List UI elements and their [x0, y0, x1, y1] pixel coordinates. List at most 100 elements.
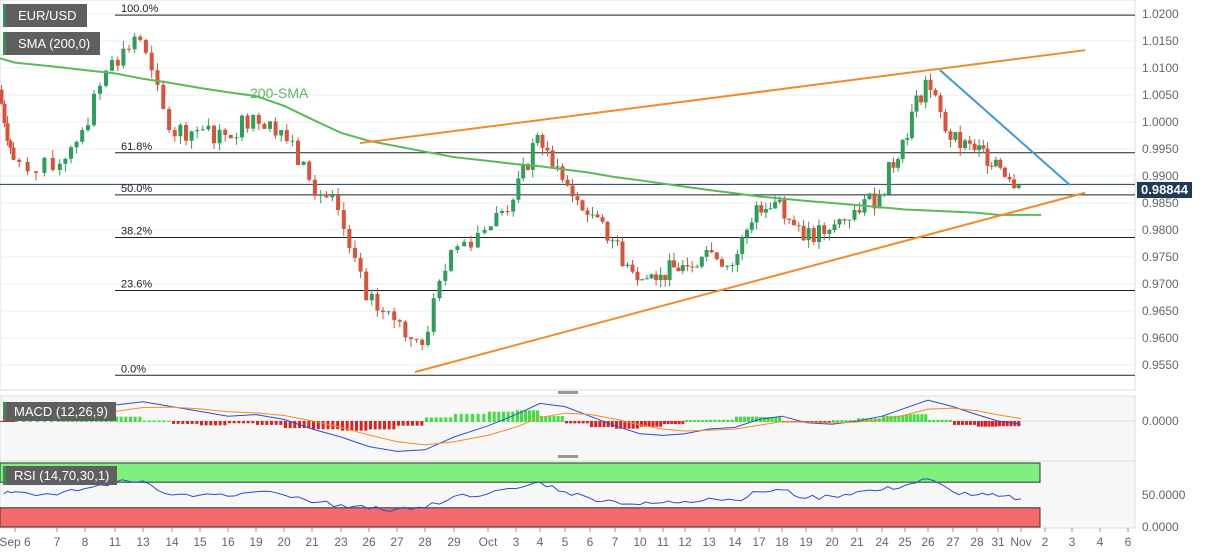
macd-histogram-bar: [302, 421, 306, 429]
candle-body: [610, 240, 615, 242]
candle-body: [928, 79, 933, 91]
macd-histogram-bar: [373, 421, 377, 430]
macd-histogram-bar: [766, 416, 770, 422]
candle-body: [42, 157, 47, 173]
candle-body: [98, 85, 102, 94]
macd-histogram-bar: [506, 411, 510, 422]
macd-histogram-bar: [434, 417, 438, 422]
macd-histogram-bar: [606, 421, 610, 428]
macd-histogram-bar: [520, 410, 523, 422]
candle-body: [420, 339, 425, 346]
candle-body: [104, 70, 108, 86]
candle-body: [555, 166, 560, 168]
candle-body: [740, 237, 745, 254]
candle-body: [575, 196, 580, 201]
macd-histogram-bar: [162, 420, 166, 422]
macd-histogram-bar: [944, 419, 948, 422]
x-tick-label: 8: [82, 535, 89, 549]
candle-body: [985, 148, 990, 166]
macd-histogram-bar: [251, 421, 255, 424]
candle-body: [80, 130, 85, 142]
macd-histogram-bar: [401, 421, 405, 426]
fib-level-label: 38.2%: [121, 226, 152, 238]
candle-body: [494, 212, 499, 227]
candle-body: [782, 199, 787, 219]
macd-histogram-bar: [129, 416, 132, 422]
candle-body: [565, 179, 570, 186]
candle-body: [25, 161, 30, 172]
macd-histogram-bar: [476, 413, 480, 422]
x-tick-label: 21: [850, 535, 864, 549]
candle-body: [600, 217, 605, 222]
candle-body: [725, 265, 730, 267]
macd-histogram-bar: [167, 420, 171, 422]
macd-histogram-bar: [307, 421, 311, 429]
macd-histogram-bar: [840, 420, 844, 422]
y-tick-label: 0.9750: [1142, 250, 1179, 264]
y-tick-label: 1.0050: [1142, 88, 1179, 102]
fib-level-label: 50.0%: [121, 183, 152, 195]
macd-histogram-bar: [237, 421, 241, 424]
macd-histogram-bar: [594, 421, 598, 428]
macd-histogram-bar: [619, 421, 623, 429]
macd-histogram-bar: [260, 421, 264, 425]
x-tick-label: Oct: [479, 535, 498, 549]
macd-indicator-label[interactable]: MACD (12,26,9): [3, 402, 116, 421]
candle-body: [381, 310, 385, 313]
y-tick-label: 0.9850: [1142, 196, 1179, 210]
candle-body: [977, 145, 982, 151]
candle-body: [482, 230, 487, 233]
macd-histogram-bar: [429, 417, 433, 422]
candle-body: [905, 137, 910, 140]
y-tick-label: 1.0100: [1142, 61, 1179, 75]
macd-histogram-bar: [659, 421, 663, 427]
macd-histogram-bar: [1009, 421, 1013, 427]
candle-body: [1016, 184, 1021, 189]
x-tick-label: 31: [991, 535, 1005, 549]
sma-label: 200-SMA: [250, 85, 309, 101]
macd-histogram-bar: [406, 421, 410, 426]
macd-histogram-bar: [316, 421, 320, 430]
macd-histogram-bar: [998, 421, 1001, 427]
macd-histogram-bar: [701, 420, 704, 422]
candle-body: [540, 134, 545, 148]
macd-histogram-bar: [270, 421, 273, 425]
macd-histogram-bar: [569, 421, 573, 424]
x-tick-label: 26: [921, 535, 935, 549]
sma-indicator-label[interactable]: SMA (200,0): [3, 32, 101, 55]
candle-body: [806, 228, 811, 241]
macd-histogram-bar: [497, 411, 501, 422]
macd-histogram-bar: [369, 421, 372, 430]
macd-histogram-bar: [755, 416, 758, 422]
macd-histogram-bar: [544, 416, 548, 422]
candle-body: [149, 52, 154, 71]
macd-histogram-bar: [157, 420, 161, 422]
candle-body: [923, 79, 928, 103]
candle-body: [953, 132, 958, 140]
macd-histogram-bar: [635, 421, 639, 429]
x-tick-label: 18: [775, 535, 789, 549]
candle-body: [273, 121, 278, 136]
macd-histogram-bar: [743, 416, 746, 422]
macd-histogram-bar: [420, 421, 424, 426]
macd-histogram-bar: [186, 421, 189, 424]
macd-histogram-bar: [836, 420, 840, 422]
candle-body: [50, 157, 55, 171]
candle-body: [2, 103, 7, 124]
candle-body: [369, 293, 374, 301]
candle-body: [206, 125, 211, 130]
macd-histogram-bar: [991, 421, 994, 427]
macd-histogram-bar: [677, 421, 681, 425]
candle-body: [425, 331, 430, 346]
symbol-label[interactable]: EUR/USD: [3, 4, 87, 27]
rsi-indicator-label[interactable]: RSI (14,70,30,1): [3, 466, 118, 485]
x-tick-label: 2: [1042, 535, 1049, 549]
candle-body: [896, 159, 901, 168]
x-tick-label: 20: [277, 535, 291, 549]
macd-histogram-bar: [256, 421, 259, 425]
macd-histogram-bar: [762, 416, 766, 422]
candle-body: [685, 265, 690, 267]
candle-body: [431, 298, 436, 332]
candle-body: [284, 130, 289, 142]
